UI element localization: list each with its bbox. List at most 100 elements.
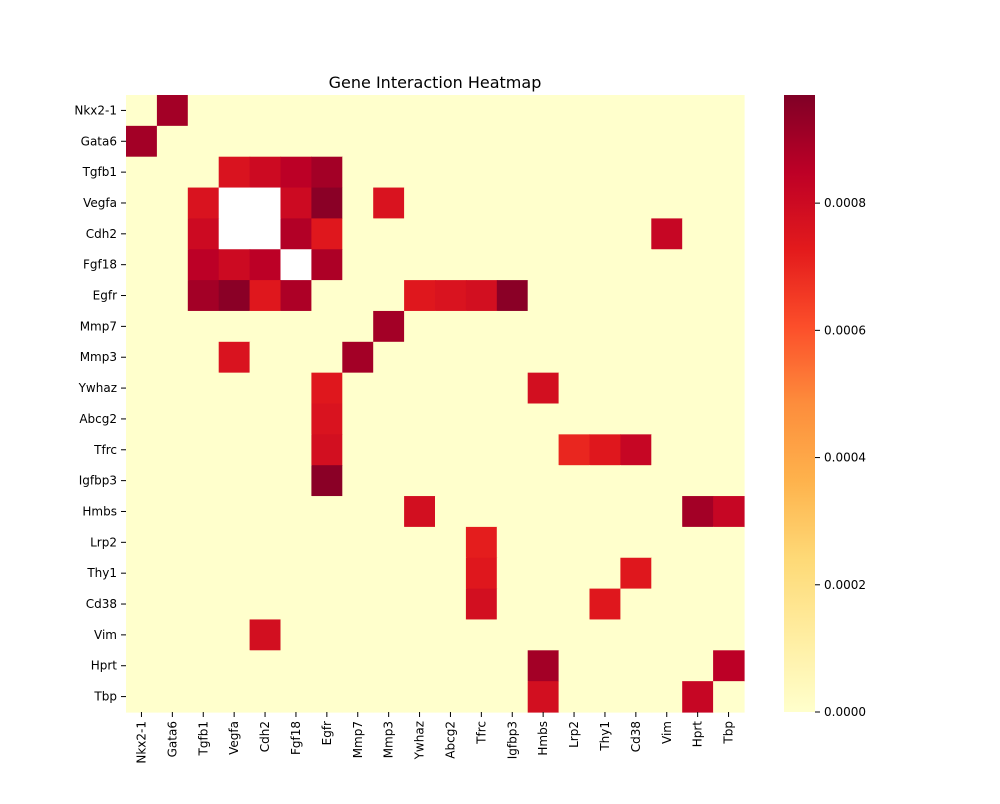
heatmap-cell <box>404 619 436 651</box>
heatmap-cell <box>527 650 560 682</box>
heatmap-cell <box>280 496 312 528</box>
heatmap-cell <box>187 280 220 312</box>
heatmap-cell <box>589 403 621 435</box>
heatmap-cell <box>187 557 220 590</box>
heatmap-cell <box>342 95 374 127</box>
heatmap-cell <box>713 125 745 158</box>
heatmap-cell <box>126 526 158 559</box>
heatmap-cell <box>342 403 374 435</box>
heatmap-cell <box>558 249 591 281</box>
heatmap-cell <box>558 557 591 590</box>
heatmap-cell <box>620 372 652 405</box>
heatmap-cell <box>682 372 714 405</box>
heatmap-cell <box>589 125 621 158</box>
heatmap-cell <box>342 187 374 219</box>
heatmap-cell <box>311 341 343 374</box>
x-tick-label: Mmp3 <box>382 721 396 758</box>
heatmap-cell <box>558 681 591 713</box>
x-tick-label: Hmbs <box>536 721 550 756</box>
heatmap-cell <box>126 372 158 405</box>
heatmap-cell <box>435 619 467 651</box>
heatmap-cell <box>620 125 652 158</box>
heatmap-cell <box>527 526 560 559</box>
heatmap-cell <box>373 496 405 528</box>
heatmap-cell <box>651 310 683 343</box>
heatmap-cell <box>404 496 436 528</box>
heatmap-cell <box>311 650 343 682</box>
heatmap-cell <box>342 372 374 405</box>
heatmap-cell <box>280 619 312 651</box>
heatmap-cell <box>527 187 560 219</box>
heatmap-cell <box>651 496 683 528</box>
heatmap-cell <box>682 465 714 497</box>
heatmap-cell <box>713 681 745 713</box>
y-tick-label: Hmbs <box>82 504 117 518</box>
colorbar-tick-label: 0.0002 <box>824 578 866 592</box>
heatmap-cell <box>342 681 374 713</box>
heatmap-cell <box>435 310 467 343</box>
heatmap-cell <box>589 465 621 497</box>
heatmap-cell <box>713 526 745 559</box>
heatmap-cell <box>465 557 498 590</box>
heatmap-cell <box>373 95 405 127</box>
y-tick-label: Lrp2 <box>90 535 117 549</box>
heatmap-cell <box>435 218 467 250</box>
heatmap-cell <box>651 187 683 219</box>
heatmap-cell <box>156 218 189 250</box>
heatmap-cell <box>373 403 405 435</box>
heatmap-cell <box>435 434 467 466</box>
heatmap-cell <box>342 341 374 374</box>
heatmap-cell <box>589 588 621 621</box>
heatmap-cell <box>435 187 467 219</box>
heatmap-cell <box>558 403 591 435</box>
heatmap-cell <box>249 434 282 466</box>
heatmap-cell <box>651 619 683 651</box>
heatmap-cell <box>218 310 251 343</box>
heatmap-cell <box>465 187 498 219</box>
x-tick-label: Tgfb1 <box>196 721 210 756</box>
heatmap-cell <box>589 341 621 374</box>
heatmap-cell <box>558 588 591 621</box>
x-tick-label: Nkx2-1 <box>134 721 148 764</box>
heatmap-cell <box>435 650 467 682</box>
heatmap-cell <box>280 526 312 559</box>
heatmap-cell <box>465 588 498 621</box>
heatmap-cell <box>435 557 467 590</box>
heatmap-cell <box>496 156 529 189</box>
heatmap-cell <box>187 465 220 497</box>
heatmap-cell <box>496 310 529 343</box>
heatmap-cell <box>620 465 652 497</box>
heatmap-cell <box>373 187 405 219</box>
heatmap-cell <box>373 218 405 250</box>
heatmap-cell <box>218 650 251 682</box>
heatmap-cell <box>589 95 621 127</box>
heatmap-cell <box>311 280 343 312</box>
heatmap-cell <box>435 341 467 374</box>
heatmap-cell <box>465 650 498 682</box>
heatmap-cell <box>342 526 374 559</box>
heatmap-cell <box>589 187 621 219</box>
heatmap-cell <box>527 125 560 158</box>
y-tick-label: Cdh2 <box>86 227 117 241</box>
heatmap-cell <box>558 496 591 528</box>
heatmap-cell <box>558 465 591 497</box>
heatmap-cell <box>651 156 683 189</box>
y-tick-label: Abcg2 <box>79 412 117 426</box>
heatmap-cell <box>651 681 683 713</box>
heatmap-cell <box>558 619 591 651</box>
heatmap-cell <box>589 249 621 281</box>
heatmap-cell <box>682 496 714 528</box>
heatmap-cell <box>156 403 189 435</box>
heatmap-cell <box>187 341 220 374</box>
heatmap-cell <box>589 526 621 559</box>
heatmap-cell <box>620 496 652 528</box>
heatmap-cell <box>404 434 436 466</box>
heatmap-cell <box>404 187 436 219</box>
heatmap-cell <box>218 280 251 312</box>
heatmap-cell <box>589 650 621 682</box>
heatmap-cell <box>187 650 220 682</box>
heatmap-cell <box>156 280 189 312</box>
heatmap-cell <box>435 588 467 621</box>
